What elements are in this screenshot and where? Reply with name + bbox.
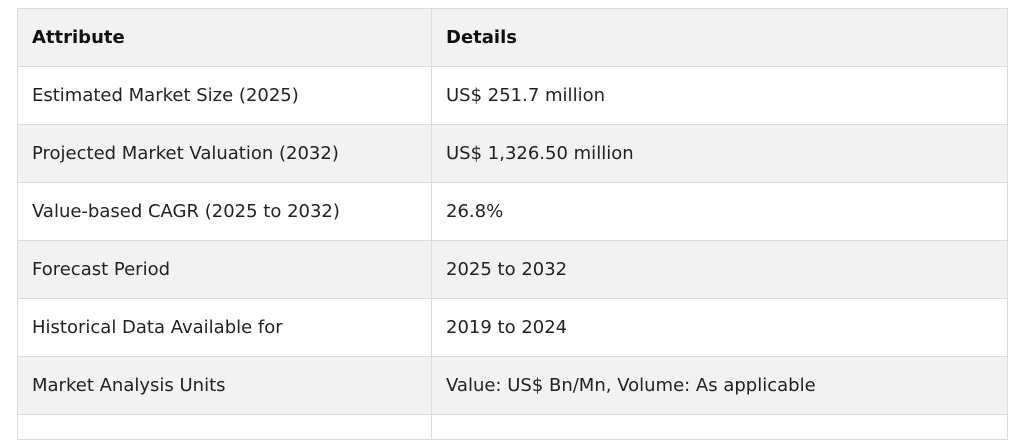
table-row: Forecast Period 2025 to 2032 [17,240,1008,299]
attribute-cell: Historical Data Available for [17,298,432,357]
table-row: Estimated Market Size (2025) US$ 251.7 m… [17,66,1008,125]
attribute-cell: Estimated Market Size (2025) [17,66,432,125]
market-attributes-table-container: Attribute Details Estimated Market Size … [17,8,1008,440]
attribute-cell: Forecast Period [17,240,432,299]
details-cell: 2019 to 2024 [431,298,1008,357]
details-cell: US$ 1,326.50 million [431,124,1008,183]
details-cell-empty [431,414,1008,440]
column-header-attribute: Attribute [17,8,432,67]
table-row: Projected Market Valuation (2032) US$ 1,… [17,124,1008,183]
table-row: Historical Data Available for 2019 to 20… [17,298,1008,357]
market-attributes-table: Attribute Details Estimated Market Size … [17,8,1008,440]
table-row-cutoff [17,414,1008,440]
attribute-cell: Value-based CAGR (2025 to 2032) [17,182,432,241]
attribute-cell: Projected Market Valuation (2032) [17,124,432,183]
table-row: Market Analysis Units Value: US$ Bn/Mn, … [17,356,1008,415]
column-header-details: Details [431,8,1008,67]
details-cell: Value: US$ Bn/Mn, Volume: As applicable [431,356,1008,415]
table-header-row: Attribute Details [17,8,1008,67]
details-cell: 26.8% [431,182,1008,241]
attribute-cell: Market Analysis Units [17,356,432,415]
table-row: Value-based CAGR (2025 to 2032) 26.8% [17,182,1008,241]
details-cell: 2025 to 2032 [431,240,1008,299]
attribute-cell-empty [17,414,432,440]
details-cell: US$ 251.7 million [431,66,1008,125]
